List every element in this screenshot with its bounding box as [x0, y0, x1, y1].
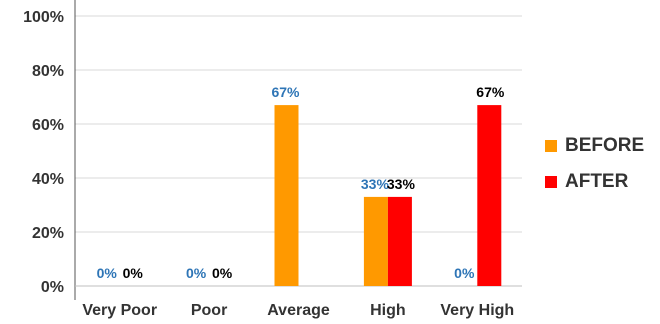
y-tick-label: 80%: [32, 63, 64, 80]
y-tick-label: 20%: [32, 225, 64, 242]
data-label-before: 0%: [454, 265, 475, 281]
y-tick-label: 0%: [41, 279, 64, 296]
legend-item-before: BEFORE: [545, 134, 644, 158]
legend-swatch-before: [545, 140, 557, 152]
data-labels: 0% 0% 0% 0% 67% 33%33% 0% 67%: [97, 84, 505, 281]
bar-after: [387, 196, 412, 286]
legend-label-before: BEFORE: [565, 135, 645, 156]
y-tick-label: 100%: [23, 9, 64, 26]
legend-swatch-after: [545, 176, 557, 188]
legend: BEFORE AFTER: [545, 134, 644, 206]
data-label-before: 0%: [97, 265, 118, 281]
y-tick-labels: 0% 20% 40% 60% 80% 100%: [23, 9, 64, 296]
data-label-after: 0%: [212, 265, 233, 281]
x-category-label: Average: [267, 302, 330, 319]
x-category-label: Very Poor: [82, 302, 157, 319]
data-label-after: 33%: [387, 176, 416, 192]
x-category-label: Very High: [440, 302, 514, 319]
x-category-labels: Very Poor Poor Average High Very High: [82, 302, 514, 319]
bars: [274, 105, 502, 286]
y-tick-label: 60%: [32, 117, 64, 134]
legend-label-after: AFTER: [565, 171, 629, 192]
data-label-before: 0%: [186, 265, 207, 281]
data-label-before: 33%: [361, 176, 390, 192]
bar-before: [274, 105, 299, 286]
data-label-before: 67%: [271, 84, 300, 100]
y-tick-label: 40%: [32, 171, 64, 188]
legend-item-after: AFTER: [545, 170, 644, 194]
x-category-label: Poor: [191, 302, 227, 319]
data-label-after: 0%: [123, 265, 144, 281]
bar-after: [477, 105, 502, 286]
x-category-label: High: [370, 302, 406, 319]
bar-before: [363, 196, 388, 286]
data-label-after: 67%: [476, 84, 505, 100]
